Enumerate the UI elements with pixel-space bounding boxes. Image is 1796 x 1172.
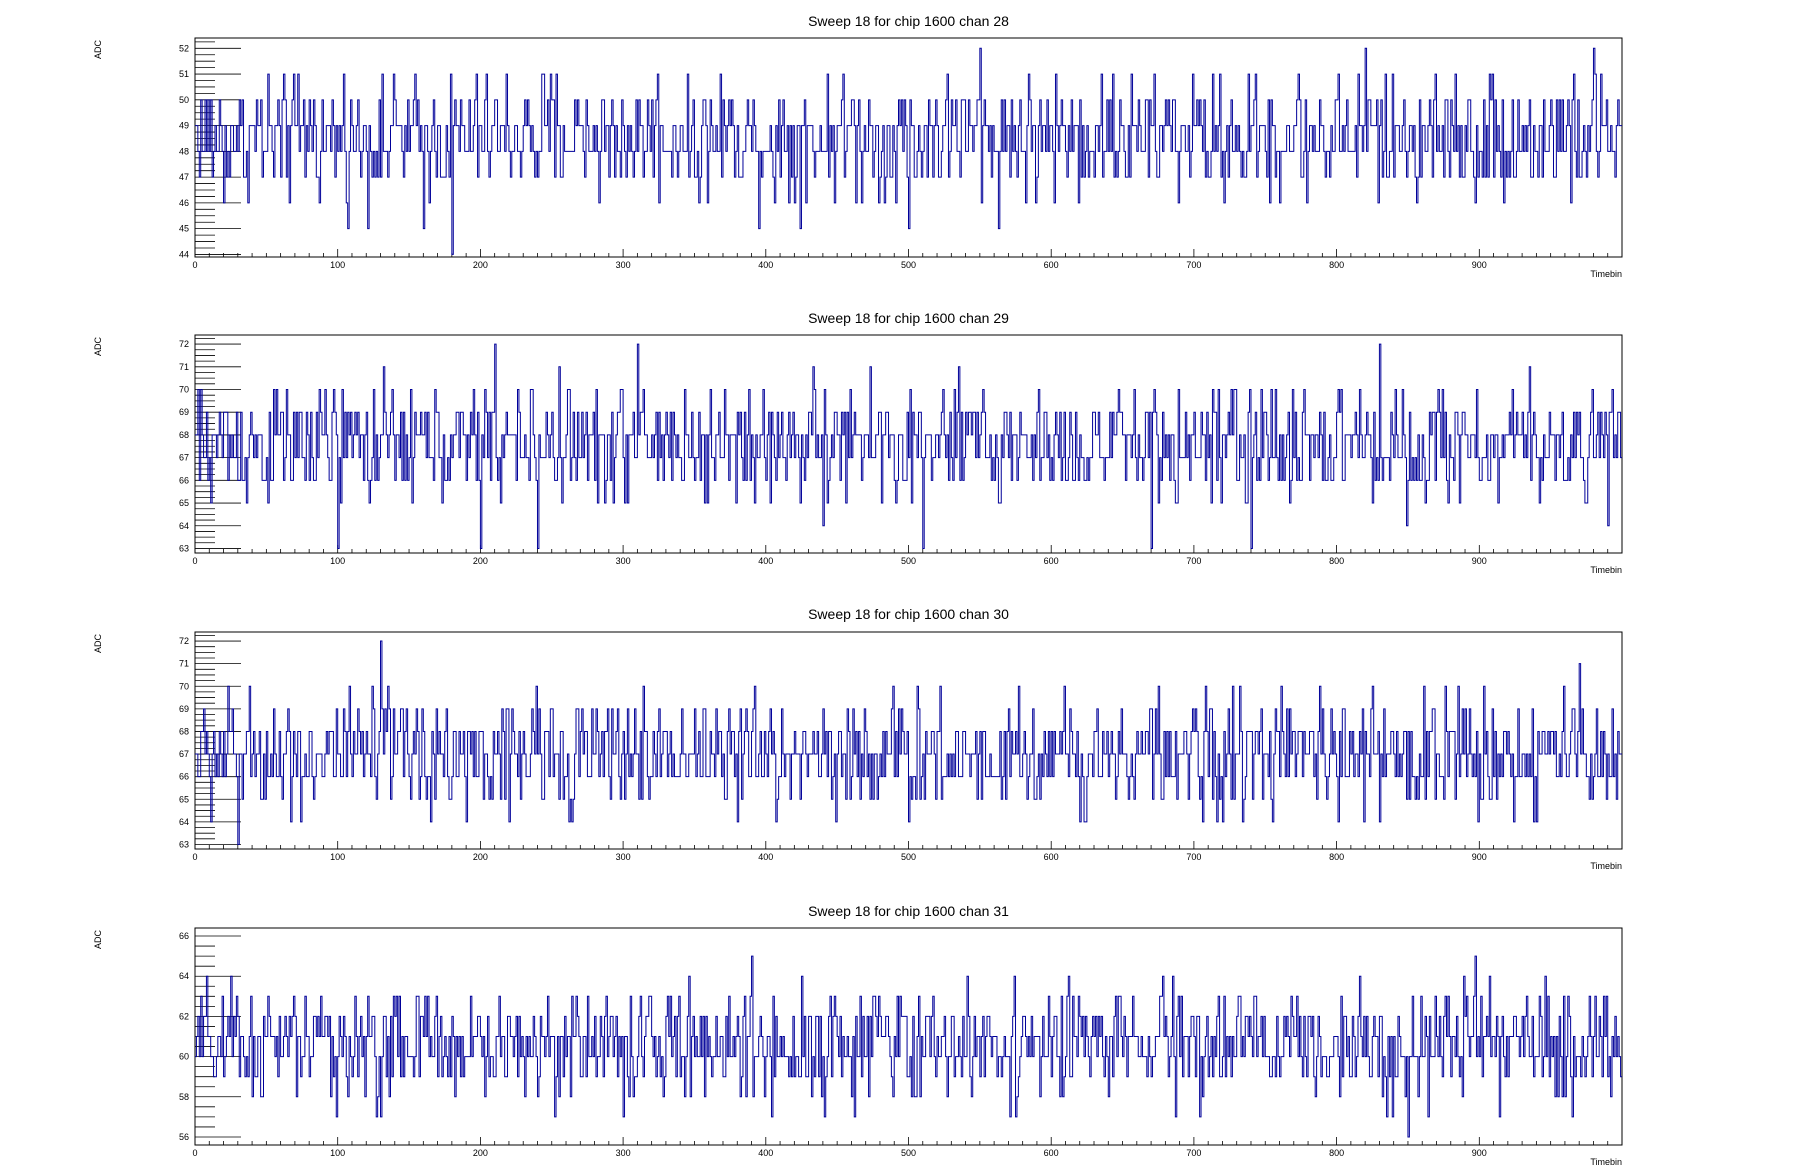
y-tick-label: 69 <box>179 704 189 714</box>
adc-trace-line <box>195 343 1622 549</box>
y-tick-label: 64 <box>179 521 189 531</box>
x-tick-label: 900 <box>1472 852 1487 862</box>
x-tick-label: 500 <box>901 1148 916 1158</box>
y-tick-label: 65 <box>179 498 189 508</box>
y-tick-label: 48 <box>179 146 189 156</box>
y-tick-label: 66 <box>179 475 189 485</box>
y-tick-label: 68 <box>179 430 189 440</box>
x-tick-label: 900 <box>1472 556 1487 566</box>
x-tick-label: 100 <box>330 852 345 862</box>
x-tick-label: 400 <box>758 852 773 862</box>
y-tick-label: 71 <box>179 362 189 372</box>
y-axis-label: ADC <box>93 40 103 60</box>
y-tick-label: 72 <box>179 636 189 646</box>
x-tick-label: 700 <box>1186 852 1201 862</box>
x-tick-label: 700 <box>1186 556 1201 566</box>
x-tick-label: 400 <box>758 1148 773 1158</box>
adc-panel-0: Sweep 18 for chip 1600 chan 28 ADC Timebin… <box>93 13 1623 279</box>
x-tick-label: 600 <box>1044 556 1059 566</box>
y-tick-label: 62 <box>179 1011 189 1021</box>
x-tick-label: 0 <box>192 1148 197 1158</box>
x-tick-label: 300 <box>616 556 631 566</box>
x-tick-label: 100 <box>330 260 345 270</box>
y-tick-label: 67 <box>179 749 189 759</box>
y-tick-label: 47 <box>179 172 189 182</box>
x-tick-label: 700 <box>1186 1148 1201 1158</box>
panel-title: Sweep 18 for chip 1600 chan 29 <box>808 310 1009 326</box>
x-tick-label: 800 <box>1329 556 1344 566</box>
x-tick-label: 100 <box>330 556 345 566</box>
y-tick-label: 65 <box>179 794 189 804</box>
x-tick-label: 600 <box>1044 1148 1059 1158</box>
adc-trace-line <box>195 640 1622 845</box>
y-tick-label: 49 <box>179 121 189 131</box>
x-tick-label: 300 <box>616 852 631 862</box>
y-tick-label: 60 <box>179 1052 189 1062</box>
x-tick-label: 0 <box>192 556 197 566</box>
adc-panel-3: Sweep 18 for chip 1600 chan 31 ADC Timebin… <box>93 903 1623 1167</box>
x-tick-label: 200 <box>473 260 488 270</box>
y-tick-label: 51 <box>179 69 189 79</box>
y-axis-label: ADC <box>93 337 103 357</box>
y-tick-label: 46 <box>179 198 189 208</box>
x-tick-label: 400 <box>758 260 773 270</box>
x-axis-label: Timebin <box>1590 269 1622 279</box>
x-axis-label: Timebin <box>1590 1157 1622 1167</box>
y-tick-label: 68 <box>179 726 189 736</box>
adc-panel-2: Sweep 18 for chip 1600 chan 30 ADC Timebin… <box>93 606 1623 871</box>
x-tick-label: 800 <box>1329 1148 1344 1158</box>
x-tick-label: 600 <box>1044 852 1059 862</box>
x-tick-label: 300 <box>616 260 631 270</box>
x-tick-label: 600 <box>1044 260 1059 270</box>
y-axis-label: ADC <box>93 634 103 654</box>
y-tick-label: 58 <box>179 1092 189 1102</box>
x-tick-label: 200 <box>473 556 488 566</box>
x-tick-label: 200 <box>473 852 488 862</box>
x-tick-label: 100 <box>330 1148 345 1158</box>
x-tick-label: 300 <box>616 1148 631 1158</box>
x-axis-label: Timebin <box>1590 861 1622 871</box>
x-tick-label: 900 <box>1472 260 1487 270</box>
y-tick-label: 66 <box>179 931 189 941</box>
panel-title: Sweep 18 for chip 1600 chan 30 <box>808 606 1009 622</box>
adc-trace-line <box>195 955 1622 1138</box>
y-tick-label: 56 <box>179 1132 189 1142</box>
x-tick-label: 500 <box>901 556 916 566</box>
y-tick-label: 44 <box>179 249 189 259</box>
x-tick-label: 400 <box>758 556 773 566</box>
adc-panel-1: Sweep 18 for chip 1600 chan 29 ADC Timebin… <box>93 310 1623 575</box>
y-tick-label: 71 <box>179 659 189 669</box>
y-tick-label: 52 <box>179 43 189 53</box>
y-tick-label: 63 <box>179 839 189 849</box>
x-tick-label: 800 <box>1329 852 1344 862</box>
y-tick-label: 64 <box>179 817 189 827</box>
x-tick-label: 800 <box>1329 260 1344 270</box>
adc-trace-line <box>195 47 1622 255</box>
y-tick-label: 70 <box>179 385 189 395</box>
y-tick-label: 72 <box>179 339 189 349</box>
y-tick-label: 67 <box>179 453 189 463</box>
x-tick-label: 900 <box>1472 1148 1487 1158</box>
x-tick-label: 700 <box>1186 260 1201 270</box>
y-tick-label: 69 <box>179 407 189 417</box>
y-tick-label: 45 <box>179 224 189 234</box>
x-tick-label: 0 <box>192 852 197 862</box>
x-tick-label: 200 <box>473 1148 488 1158</box>
x-axis-label: Timebin <box>1590 565 1622 575</box>
y-axis-label: ADC <box>93 930 103 950</box>
y-tick-label: 64 <box>179 971 189 981</box>
y-tick-label: 66 <box>179 772 189 782</box>
x-tick-label: 0 <box>192 260 197 270</box>
y-tick-label: 63 <box>179 543 189 553</box>
panel-title: Sweep 18 for chip 1600 chan 28 <box>808 13 1009 29</box>
y-tick-label: 70 <box>179 681 189 691</box>
x-tick-label: 500 <box>901 852 916 862</box>
y-tick-label: 50 <box>179 95 189 105</box>
x-tick-label: 500 <box>901 260 916 270</box>
panel-title: Sweep 18 for chip 1600 chan 31 <box>808 903 1009 919</box>
